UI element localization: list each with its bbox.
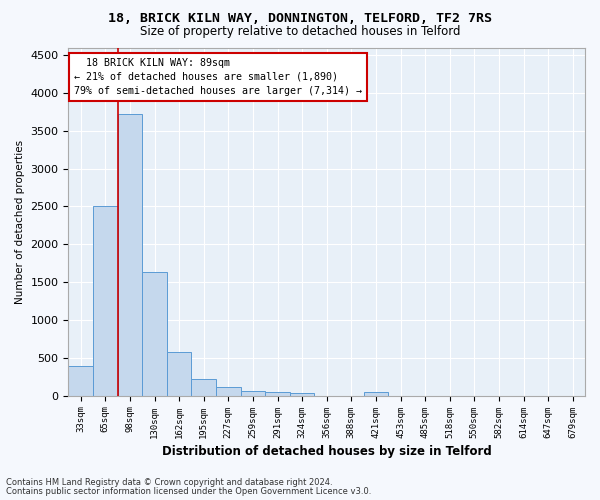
Bar [118,114,142,396]
Bar [167,352,191,396]
Bar [265,392,290,396]
Text: Size of property relative to detached houses in Telford: Size of property relative to detached ho… [140,25,460,38]
Bar [364,392,388,396]
Bar [142,272,167,396]
Bar [68,366,93,396]
Text: 18 BRICK KILN WAY: 89sqm
← 21% of detached houses are smaller (1,890)
79% of sem: 18 BRICK KILN WAY: 89sqm ← 21% of detach… [74,58,362,96]
Y-axis label: Number of detached properties: Number of detached properties [15,140,25,304]
X-axis label: Distribution of detached houses by size in Telford: Distribution of detached houses by size … [162,444,491,458]
Bar [93,206,118,396]
Bar [191,378,216,396]
Bar [290,393,314,396]
Text: Contains HM Land Registry data © Crown copyright and database right 2024.: Contains HM Land Registry data © Crown c… [6,478,332,487]
Text: Contains public sector information licensed under the Open Government Licence v3: Contains public sector information licen… [6,486,371,496]
Bar [241,391,265,396]
Text: 18, BRICK KILN WAY, DONNINGTON, TELFORD, TF2 7RS: 18, BRICK KILN WAY, DONNINGTON, TELFORD,… [108,12,492,26]
Bar [216,388,241,396]
